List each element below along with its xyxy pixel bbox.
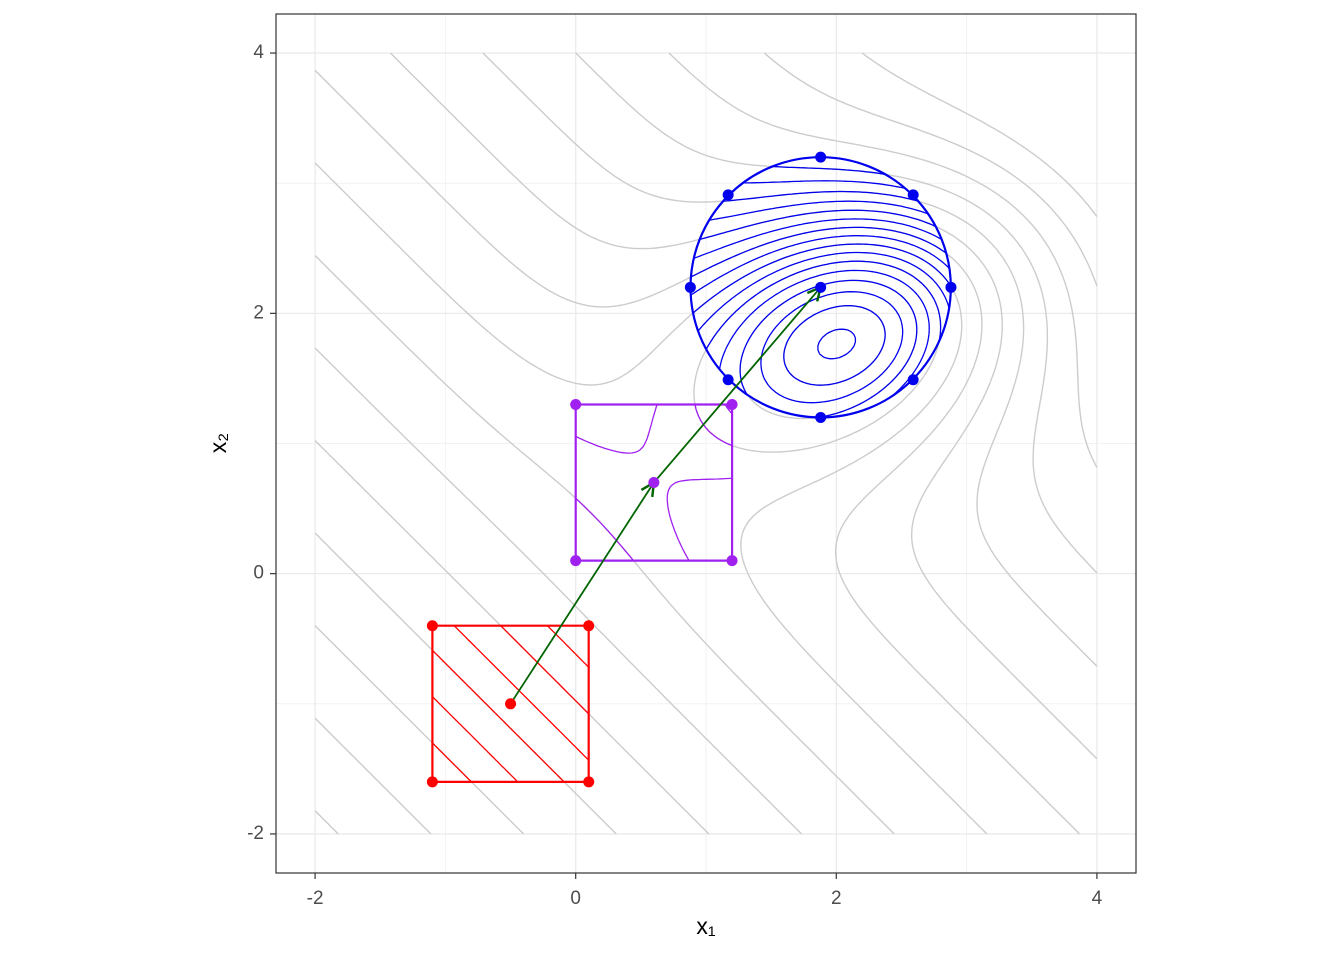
x-tick-label: 2 bbox=[831, 888, 842, 909]
y-tick-label: -2 bbox=[247, 823, 264, 844]
x-tick-label: 4 bbox=[1092, 888, 1103, 909]
y-tick-label: 2 bbox=[253, 302, 264, 323]
point bbox=[722, 374, 734, 386]
x-tick-label: -2 bbox=[307, 888, 324, 909]
contours bbox=[314, 52, 1098, 835]
point bbox=[815, 411, 827, 423]
point bbox=[648, 477, 660, 489]
step-arrow bbox=[509, 483, 654, 705]
contour-line bbox=[314, 52, 1098, 835]
point bbox=[570, 398, 582, 410]
y-axis-title: x₂ bbox=[205, 433, 231, 453]
panel-border bbox=[275, 13, 1137, 874]
x-tick-label: 0 bbox=[570, 888, 581, 909]
x-axis-title: x₁ bbox=[696, 913, 716, 939]
point bbox=[583, 776, 595, 788]
point bbox=[426, 776, 438, 788]
point bbox=[907, 189, 919, 201]
y-tick-label: 0 bbox=[253, 563, 264, 584]
point bbox=[426, 620, 438, 632]
point bbox=[570, 555, 582, 567]
point bbox=[722, 189, 734, 201]
point bbox=[815, 281, 827, 293]
point bbox=[726, 555, 738, 567]
point bbox=[945, 281, 957, 293]
point bbox=[726, 398, 738, 410]
point bbox=[505, 698, 517, 710]
step-arrow bbox=[653, 287, 821, 484]
point bbox=[583, 620, 595, 632]
point bbox=[684, 281, 696, 293]
y-tick-label: 4 bbox=[253, 42, 264, 63]
point bbox=[815, 151, 827, 163]
point bbox=[907, 374, 919, 386]
